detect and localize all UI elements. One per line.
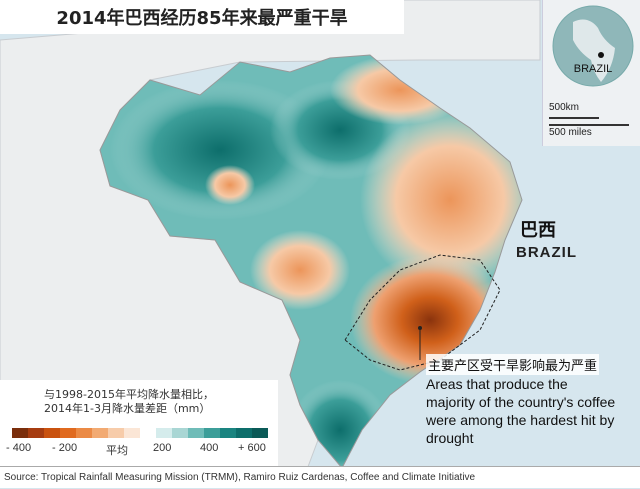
legend-swatch — [156, 428, 172, 438]
annotation-cn: 主要产区受干旱影响最为严重 — [426, 354, 600, 375]
legend-swatch — [92, 428, 108, 438]
legend-swatch — [204, 428, 220, 438]
annotation-en: Areas that produce the majority of the c… — [426, 376, 616, 446]
source-note: Source: Tropical Rainfall Measuring Miss… — [0, 466, 640, 488]
scale-km: 500km — [549, 102, 580, 113]
legend-tick: 200 — [153, 442, 172, 454]
legend-tick: - 400 — [6, 442, 32, 454]
legend-swatch — [172, 428, 188, 438]
locator-inset: BRAZIL 500km 500 miles — [542, 0, 640, 146]
legend: 与1998-2015年平均降水量相比， 2014年1-3月降水量差距（mm） - … — [0, 380, 278, 466]
legend-swatch — [140, 428, 156, 438]
country-label-cn: 巴西 — [520, 220, 556, 241]
legend-swatch — [252, 428, 268, 438]
legend-swatch — [12, 428, 28, 438]
legend-swatch — [28, 428, 44, 438]
legend-tick: - 200 — [52, 442, 78, 454]
map-title: 2014年巴西经历85年来最严重干旱 — [0, 0, 404, 34]
legend-title-2: 2014年1-3月降水量差距（mm） — [44, 402, 211, 415]
scale-bar-km — [549, 117, 599, 119]
coffee-region-outline — [344, 254, 501, 371]
legend-title-1: 与1998-2015年平均降水量相比， — [44, 388, 214, 401]
legend-swatch — [108, 428, 124, 438]
legend-tick: 400 — [200, 442, 219, 454]
legend-swatch — [44, 428, 60, 438]
legend-swatch — [188, 428, 204, 438]
scale-bar-miles — [549, 124, 629, 126]
globe-icon: BRAZIL — [552, 5, 634, 87]
legend-color-scale — [12, 428, 268, 438]
scale-miles: 500 miles — [549, 127, 592, 138]
legend-swatch — [60, 428, 76, 438]
legend-swatch — [220, 428, 236, 438]
legend-tick: + 600 — [238, 442, 266, 454]
legend-tick: 平均 — [106, 444, 128, 457]
legend-swatch — [76, 428, 92, 438]
inset-country-label: BRAZIL — [574, 63, 613, 75]
country-label-en: BRAZIL — [516, 244, 577, 261]
legend-swatch — [236, 428, 252, 438]
legend-swatch — [124, 428, 140, 438]
